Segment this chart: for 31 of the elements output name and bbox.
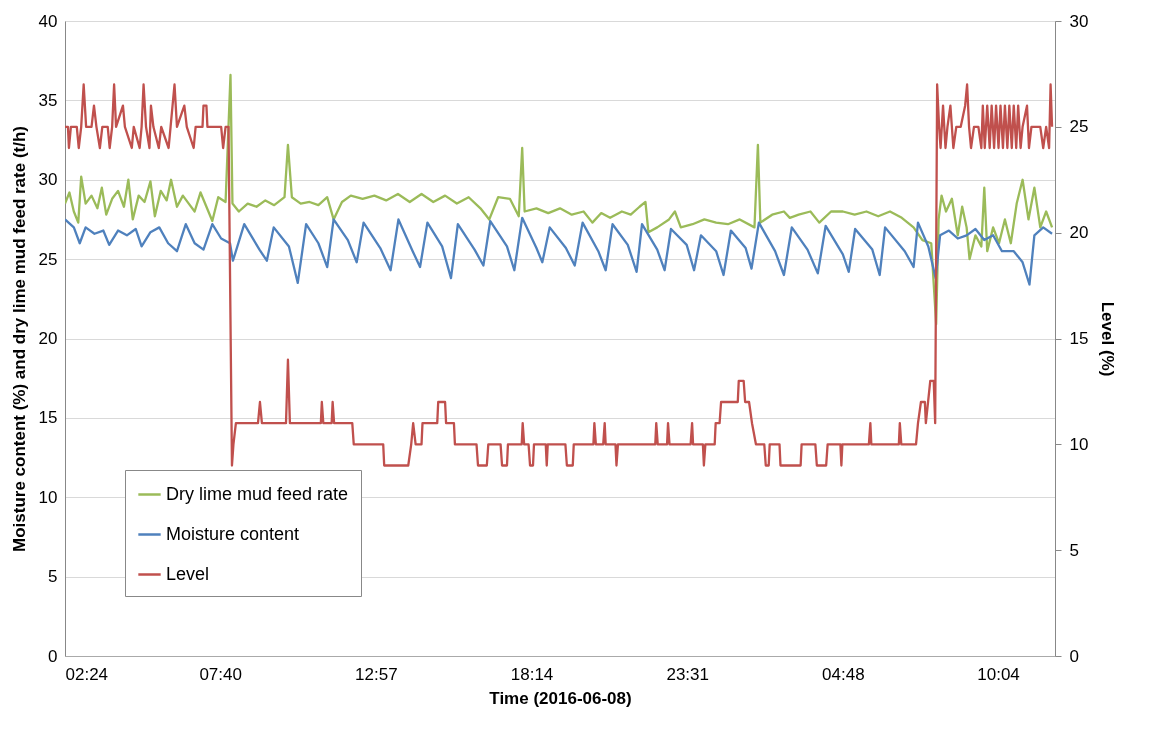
y2-tick-label: 20	[1069, 223, 1089, 243]
x-axis-title: Time (2016-06-08)	[489, 688, 632, 708]
legend-label: Level	[166, 563, 210, 584]
y2-tick-label: 30	[1069, 11, 1089, 31]
legend-label: Dry lime mud feed rate	[166, 483, 349, 504]
y-tick-label: 25	[38, 249, 58, 269]
x-tick-label: 02:24	[65, 664, 109, 684]
x-tick-label: 18:14	[510, 664, 554, 684]
y2-tick-label: 15	[1069, 329, 1089, 348]
y-tick-label: 35	[38, 90, 58, 110]
legend-label: Moisture content	[166, 523, 300, 544]
y2-tick-label: 25	[1069, 117, 1089, 137]
y-tick-label: 5	[48, 567, 58, 587]
y2-tick-label: 10	[1069, 434, 1089, 454]
y2-tick-label: 5	[1069, 540, 1079, 560]
y-tick-label: 0	[48, 646, 58, 666]
line-series	[65, 83, 1054, 467]
x-tick-label: 23:31	[666, 664, 709, 684]
y-tick-label: 30	[38, 170, 58, 190]
y-tick-label: 15	[38, 408, 58, 428]
y-tick-label: 10	[38, 487, 58, 507]
x-tick-label: 12:57	[355, 664, 398, 684]
x-tick-label: 07:40	[199, 664, 242, 684]
x-tick-label: 10:04	[977, 664, 1020, 684]
y-tick-label: 40	[38, 11, 58, 31]
y-axis-title: Moisture content (%) and dry lime mud feed rate (t/h)	[9, 126, 29, 552]
y2-tick-label: 0	[1069, 646, 1079, 666]
y2-axis-title: Level (%)	[1098, 301, 1118, 377]
y-tick-label: 20	[38, 329, 58, 348]
x-tick-label: 04:48	[822, 664, 865, 684]
line-series	[65, 216, 1054, 286]
